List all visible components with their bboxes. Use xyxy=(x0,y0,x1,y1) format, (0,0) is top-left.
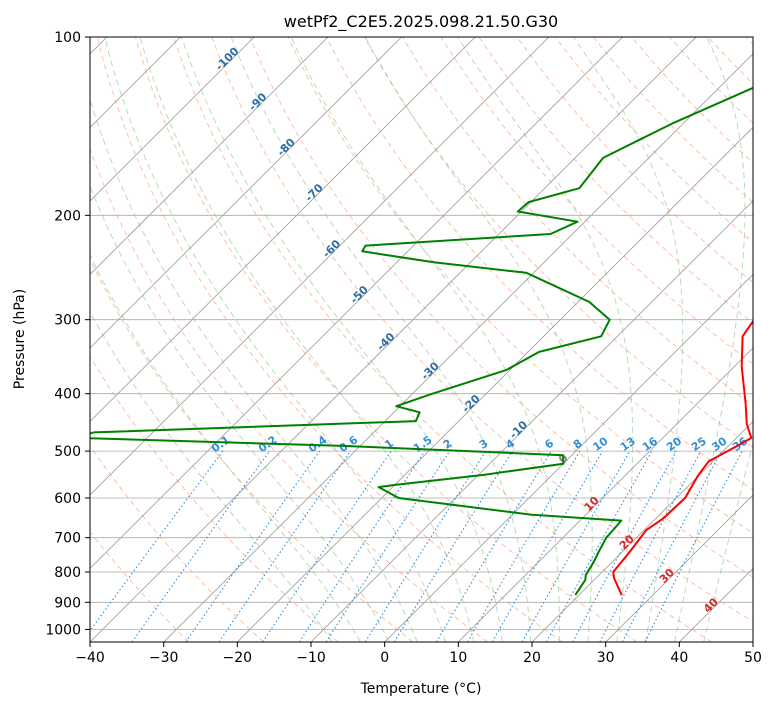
y-tick-label: 400 xyxy=(54,387,81,403)
y-tick-label: 300 xyxy=(54,313,81,329)
y-tick-label: 1000 xyxy=(45,622,81,638)
x-tick-label: 40 xyxy=(670,650,688,666)
y-tick-label: 800 xyxy=(54,565,81,581)
y-axis-label: Pressure (hPa) xyxy=(12,289,28,389)
x-tick-label: 50 xyxy=(744,650,762,666)
x-tick-label: 30 xyxy=(597,650,615,666)
x-tick-label: −20 xyxy=(223,650,253,666)
y-tick-label: 100 xyxy=(54,30,81,46)
y-tick-label: 700 xyxy=(54,531,81,547)
x-tick-label: 0 xyxy=(380,650,389,666)
x-tick-label: −30 xyxy=(149,650,179,666)
y-tick-label: 600 xyxy=(54,491,81,507)
y-tick-label: 500 xyxy=(54,444,81,460)
x-tick-label: 10 xyxy=(449,650,467,666)
x-tick-label: 20 xyxy=(523,650,541,666)
y-tick-label: 900 xyxy=(54,595,81,611)
x-tick-label: −40 xyxy=(75,650,105,666)
x-axis-label: Temperature (°C) xyxy=(360,681,482,697)
y-tick-label: 200 xyxy=(54,208,81,224)
chart-title: wetPf2_C2E5.2025.098.21.50.G30 xyxy=(284,12,558,32)
x-tick-label: −10 xyxy=(296,650,326,666)
